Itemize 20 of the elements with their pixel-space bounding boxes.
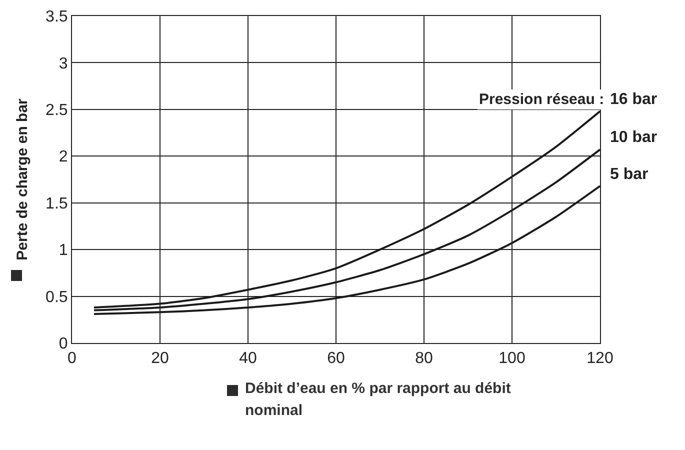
series-label: 5 bar xyxy=(610,166,648,183)
x-axis-title: Débit d’eau en % par rapport au débit nominal xyxy=(245,379,512,421)
y-tick-label: 1 xyxy=(58,242,68,260)
x-tick-label: 60 xyxy=(327,350,345,368)
y-tick-label: 2.5 xyxy=(46,102,68,120)
legend-title: Pression réseau : xyxy=(479,91,604,108)
x-tick-label: 100 xyxy=(498,350,526,368)
y-tick-label: 0 xyxy=(58,336,68,353)
y-axis-title: Perte de charge en bar xyxy=(14,98,31,260)
y-tick-label: 1.5 xyxy=(46,195,68,212)
y-tick-label: 0.5 xyxy=(46,288,68,306)
x-tick-label: 20 xyxy=(151,350,169,368)
x-tick-label: 120 xyxy=(586,350,614,368)
y-tick-label: 3 xyxy=(58,55,68,72)
y-tick-label: 2 xyxy=(58,148,68,166)
series-label: 16 bar xyxy=(610,91,658,108)
x-tick-label: 80 xyxy=(415,350,433,368)
y-tick-label: 3.5 xyxy=(46,8,68,26)
series-label: 10 bar xyxy=(610,129,658,146)
x-tick-label: 40 xyxy=(239,350,257,368)
